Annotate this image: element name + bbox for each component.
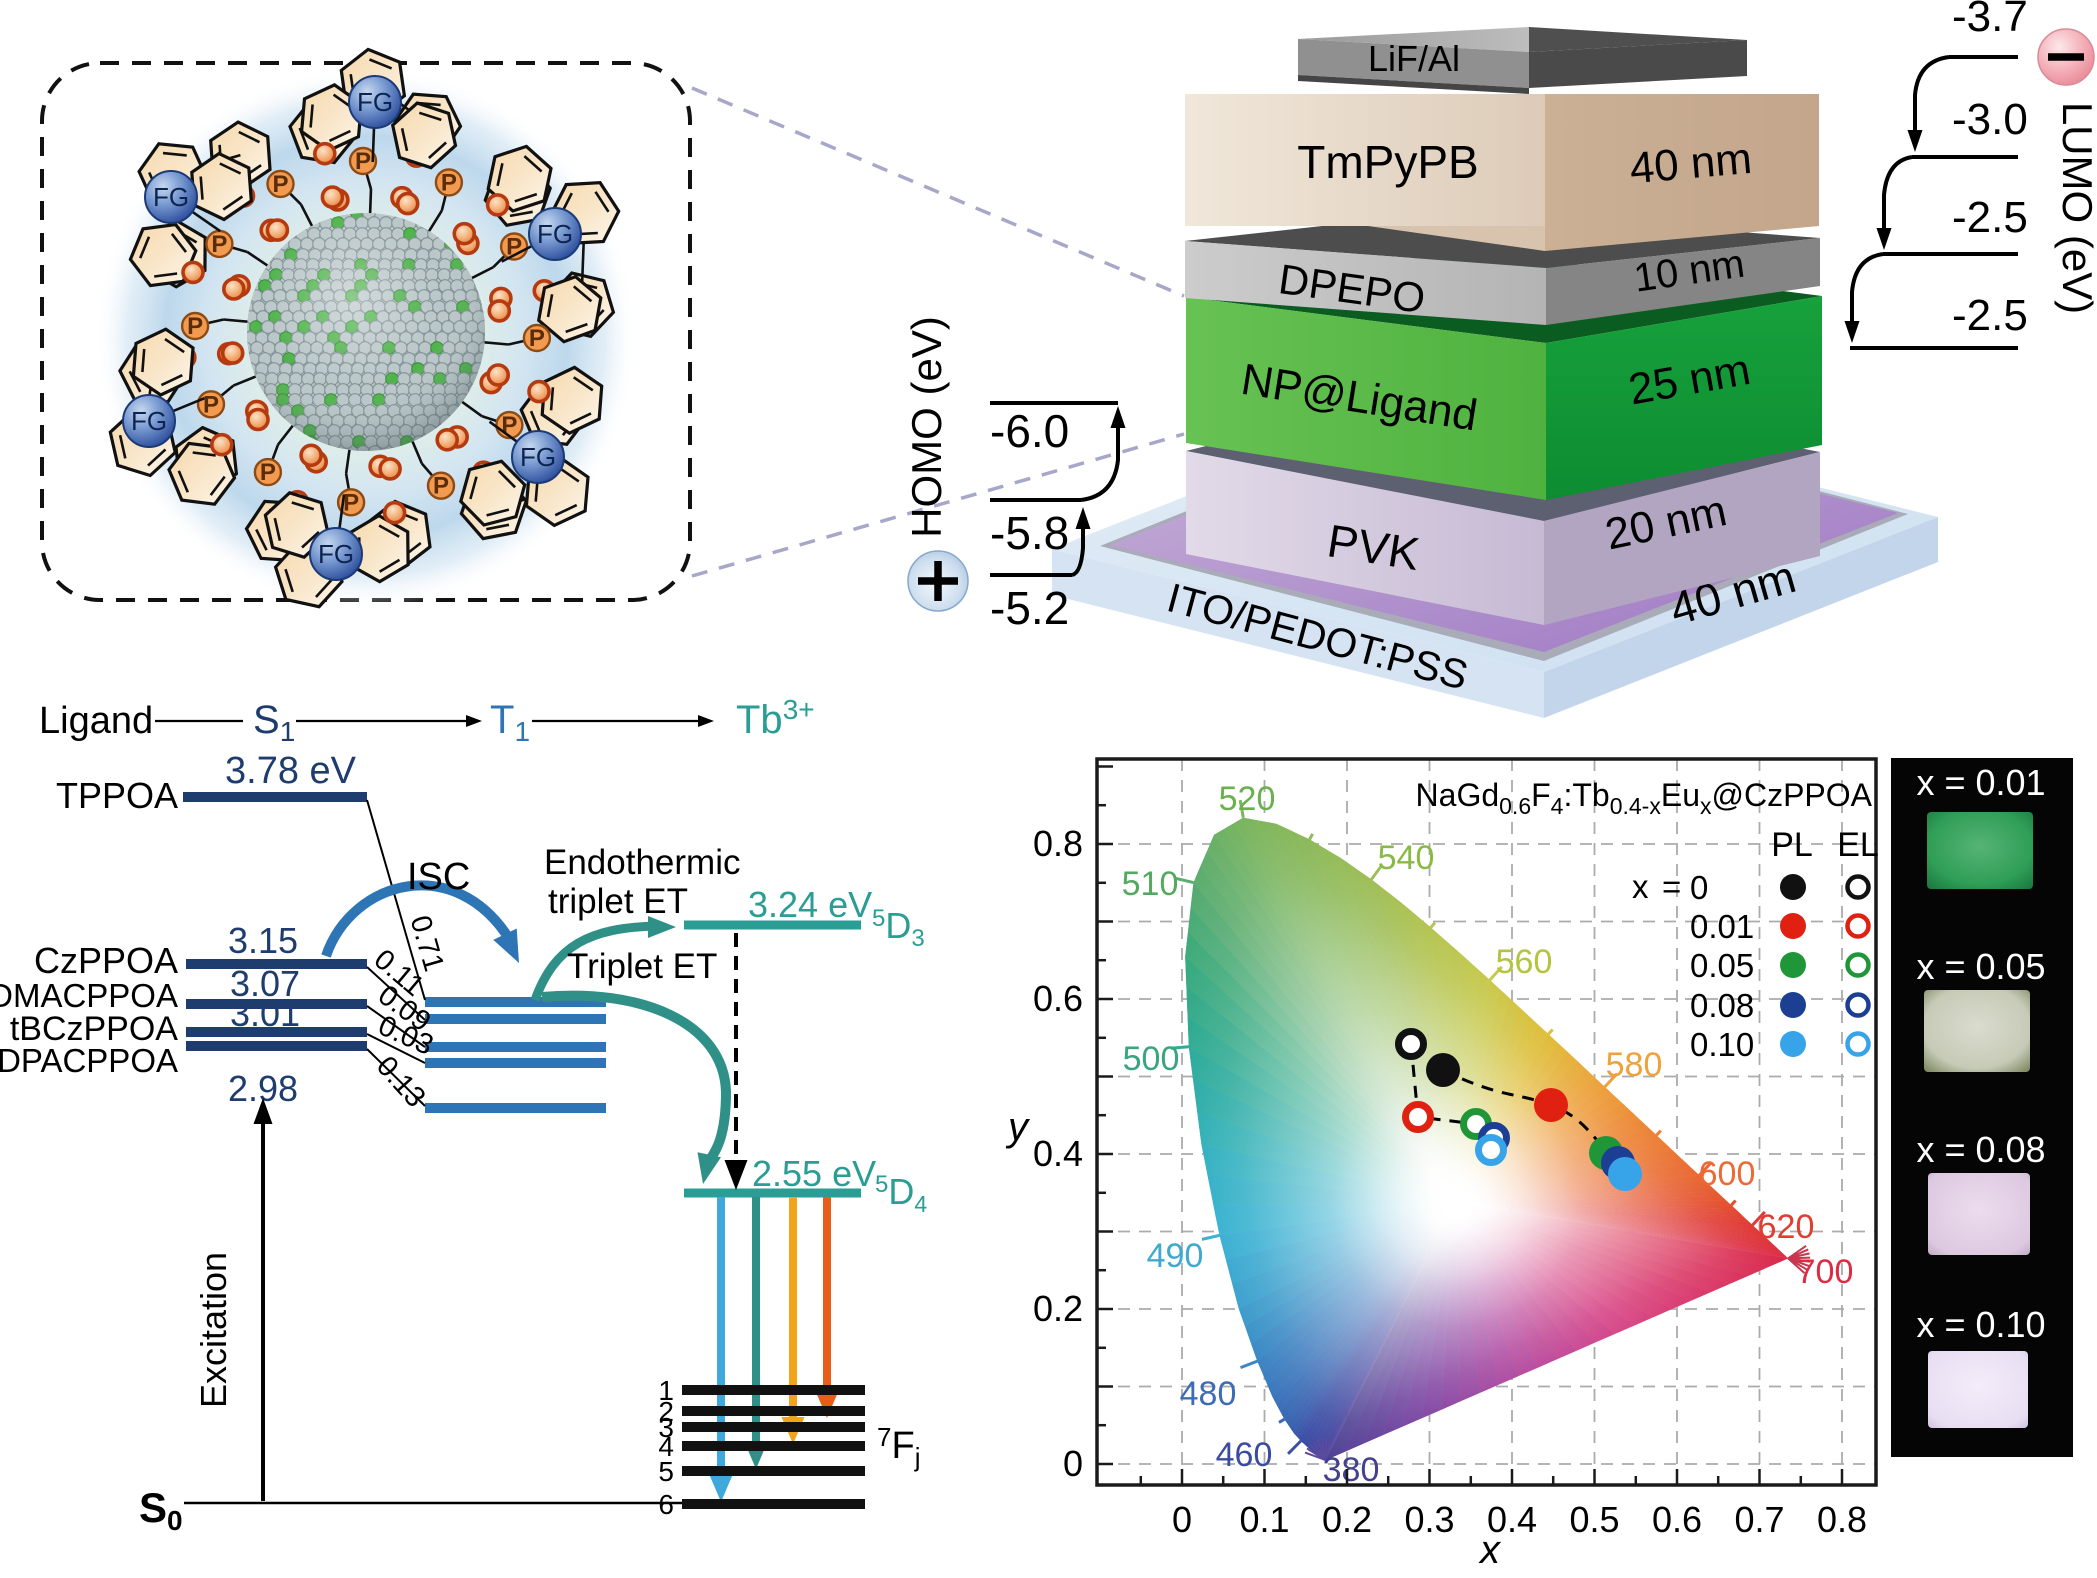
- svg-text:3.15: 3.15: [228, 920, 298, 961]
- svg-text:0.2: 0.2: [1322, 1499, 1372, 1540]
- svg-text:540: 540: [1378, 839, 1435, 877]
- svg-text:0.4: 0.4: [1487, 1499, 1537, 1540]
- svg-text:0.6: 0.6: [1033, 978, 1083, 1019]
- svg-text:=: =: [1662, 868, 1681, 905]
- svg-text:3.24 eV: 3.24 eV: [748, 884, 872, 925]
- svg-text:490: 490: [1147, 1237, 1204, 1275]
- svg-text:LiF/Al: LiF/Al: [1368, 38, 1460, 79]
- svg-text:Endothermic: Endothermic: [544, 843, 740, 882]
- svg-text:x: x: [1478, 1528, 1502, 1572]
- svg-text:3.07: 3.07: [230, 963, 300, 1004]
- svg-text:DPACPPOA: DPACPPOA: [0, 1042, 178, 1079]
- svg-text:EL: EL: [1837, 826, 1879, 864]
- svg-text:460: 460: [1216, 1436, 1273, 1474]
- svg-text:5D4: 5D4: [875, 1171, 927, 1217]
- svg-text:0.2: 0.2: [1033, 1288, 1083, 1329]
- svg-text:P: P: [529, 325, 545, 352]
- svg-text:-5.8: -5.8: [990, 507, 1069, 559]
- svg-text:-6.0: -6.0: [990, 405, 1069, 457]
- svg-text:600: 600: [1699, 1155, 1756, 1193]
- svg-text:HOMO (eV): HOMO (eV): [903, 316, 950, 538]
- svg-text:0: 0: [1063, 1443, 1083, 1484]
- svg-text:5D3: 5D3: [872, 905, 925, 952]
- svg-text:-3.0: -3.0: [1952, 95, 2028, 144]
- svg-text:0.3: 0.3: [1404, 1499, 1454, 1540]
- svg-text:2: 2: [658, 1396, 674, 1427]
- svg-text:3.78 eV: 3.78 eV: [225, 750, 357, 792]
- svg-text:0.7: 0.7: [1734, 1499, 1784, 1540]
- svg-text:x = 0.08: x = 0.08: [1916, 1129, 2045, 1170]
- svg-text:0: 0: [1690, 869, 1708, 906]
- svg-text:P: P: [272, 171, 288, 198]
- svg-text:P: P: [343, 489, 359, 516]
- svg-text:40 nm: 40 nm: [1628, 134, 1754, 193]
- svg-text:560: 560: [1496, 943, 1553, 981]
- svg-text:P: P: [203, 391, 219, 418]
- svg-text:520: 520: [1219, 780, 1276, 818]
- svg-text:P: P: [187, 313, 203, 340]
- svg-text:P: P: [441, 169, 457, 196]
- svg-text:-5.2: -5.2: [990, 582, 1069, 634]
- svg-text:LUMO (eV): LUMO (eV): [2054, 102, 2097, 314]
- svg-text:P: P: [260, 459, 276, 486]
- svg-text:PL: PL: [1771, 826, 1813, 864]
- svg-text:0.08: 0.08: [1690, 987, 1754, 1024]
- svg-text:TPPOA: TPPOA: [56, 775, 178, 816]
- svg-text:x = 0.10: x = 0.10: [1916, 1304, 2045, 1345]
- svg-text:DMACPPOA: DMACPPOA: [0, 977, 178, 1014]
- svg-text:0.8: 0.8: [1033, 823, 1083, 864]
- svg-text:510: 510: [1122, 865, 1179, 903]
- svg-text:FG: FG: [537, 219, 573, 249]
- svg-text:CzPPOA: CzPPOA: [34, 940, 178, 981]
- svg-text:0.8: 0.8: [1817, 1499, 1867, 1540]
- svg-text:FG: FG: [357, 87, 393, 117]
- svg-text:480: 480: [1180, 1375, 1237, 1413]
- svg-text:700: 700: [1797, 1253, 1854, 1291]
- svg-text:620: 620: [1758, 1208, 1815, 1246]
- svg-text:3: 3: [658, 1412, 674, 1443]
- svg-text:-2.5: -2.5: [1952, 291, 2028, 340]
- svg-text:P: P: [211, 231, 227, 258]
- svg-text:2.55 eV: 2.55 eV: [752, 1153, 876, 1194]
- svg-text:x = 0.05: x = 0.05: [1916, 946, 2045, 987]
- svg-text:3.01: 3.01: [230, 993, 300, 1034]
- svg-text:0.05: 0.05: [1690, 947, 1754, 984]
- svg-text:0.4: 0.4: [1033, 1133, 1083, 1174]
- svg-text:x: x: [1632, 868, 1649, 905]
- svg-text:Excitation: Excitation: [193, 1252, 234, 1408]
- svg-text:5: 5: [658, 1456, 674, 1487]
- svg-text:580: 580: [1606, 1046, 1663, 1084]
- svg-text:380: 380: [1323, 1451, 1380, 1489]
- svg-text:0.1: 0.1: [1239, 1499, 1289, 1540]
- svg-text:7Fj: 7Fj: [877, 1422, 920, 1472]
- svg-text:0.5: 0.5: [1569, 1499, 1619, 1540]
- svg-text:0: 0: [1172, 1499, 1192, 1540]
- svg-text:P: P: [433, 473, 449, 500]
- svg-text:-3.7: -3.7: [1952, 0, 2028, 41]
- svg-text:ISC: ISC: [407, 856, 470, 898]
- svg-text:4: 4: [658, 1431, 674, 1462]
- svg-text:y: y: [1005, 1105, 1031, 1149]
- svg-text:Ligand: Ligand: [39, 700, 153, 742]
- svg-text:P: P: [355, 148, 371, 175]
- svg-text:0.6: 0.6: [1652, 1499, 1702, 1540]
- svg-text:FG: FG: [520, 442, 556, 472]
- svg-text:tBCzPPOA: tBCzPPOA: [10, 1010, 178, 1048]
- svg-text:-2.5: -2.5: [1952, 193, 2028, 242]
- svg-text:x = 0.01: x = 0.01: [1916, 762, 2045, 803]
- svg-text:Triplet ET: Triplet ET: [567, 947, 717, 986]
- svg-text:FG: FG: [153, 182, 189, 212]
- svg-text:0.10: 0.10: [1690, 1026, 1754, 1063]
- svg-text:triplet ET: triplet ET: [548, 882, 688, 921]
- svg-text:TmPyPB: TmPyPB: [1297, 136, 1478, 188]
- svg-text:6: 6: [658, 1489, 674, 1520]
- svg-text:FG: FG: [318, 539, 354, 569]
- svg-text:500: 500: [1123, 1040, 1180, 1078]
- svg-text:FG: FG: [131, 406, 167, 436]
- svg-text:1: 1: [658, 1375, 674, 1406]
- svg-text:S0: S0: [139, 1484, 183, 1536]
- svg-text:0.01: 0.01: [1690, 908, 1754, 945]
